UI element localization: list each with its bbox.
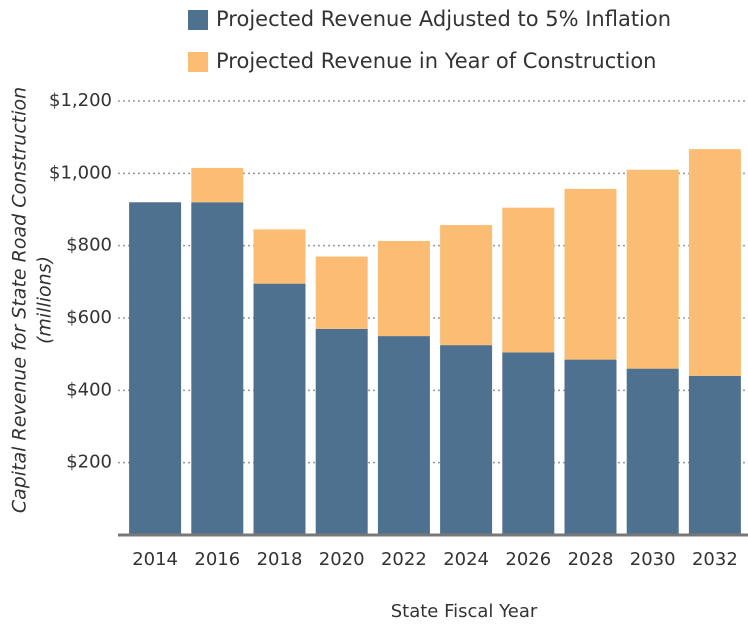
- x-tick-label: 2024: [443, 549, 489, 570]
- y-tick-label: $1,200: [49, 90, 112, 111]
- bar-segment: [440, 345, 493, 535]
- bar-segment: [688, 149, 741, 376]
- bar-segment: [564, 359, 617, 535]
- x-tick-label: 2030: [630, 549, 676, 570]
- y-axis-title: Capital Revenue for State Road Construct…: [9, 87, 31, 513]
- bar-segment: [440, 225, 493, 346]
- x-tick-label: 2014: [132, 549, 178, 570]
- legend-label: Projected Revenue Adjusted to 5% Inflati…: [216, 7, 671, 31]
- y-tick-label: $400: [66, 379, 112, 400]
- x-tick-label: 2032: [692, 549, 738, 570]
- bar-segment: [626, 368, 679, 535]
- bar-segment: [253, 229, 306, 284]
- x-tick-label: 2018: [257, 549, 303, 570]
- y-tick-label: $200: [66, 452, 112, 473]
- y-axis-title: (millions): [34, 256, 56, 344]
- x-tick-label: 2022: [381, 549, 427, 570]
- bar-segment: [191, 202, 244, 535]
- x-tick-label: 2026: [505, 549, 551, 570]
- x-tick-label: 2028: [568, 549, 614, 570]
- bar-segment: [502, 352, 555, 535]
- x-tick-label: 2020: [319, 549, 365, 570]
- bar-segment: [253, 283, 306, 535]
- legend-swatch: [188, 52, 208, 72]
- bar-segment: [377, 240, 430, 337]
- legend-swatch: [188, 10, 208, 30]
- y-tick-label: $1,000: [49, 162, 112, 183]
- bar-segment: [129, 202, 182, 535]
- bar-segment: [315, 328, 368, 535]
- x-axis-title: State Fiscal Year: [391, 601, 538, 622]
- bar-segment: [315, 256, 368, 329]
- bar-segment: [626, 169, 679, 369]
- bar-segment: [688, 375, 741, 535]
- y-tick-label: $800: [66, 235, 112, 256]
- bar-segment: [502, 207, 555, 353]
- legend-label: Projected Revenue in Year of Constructio…: [216, 49, 657, 73]
- y-tick-label: $600: [66, 307, 112, 328]
- bar-segment: [564, 188, 617, 360]
- bar-segment: [191, 167, 244, 203]
- x-tick-label: 2016: [194, 549, 240, 570]
- bar-segment: [377, 336, 430, 535]
